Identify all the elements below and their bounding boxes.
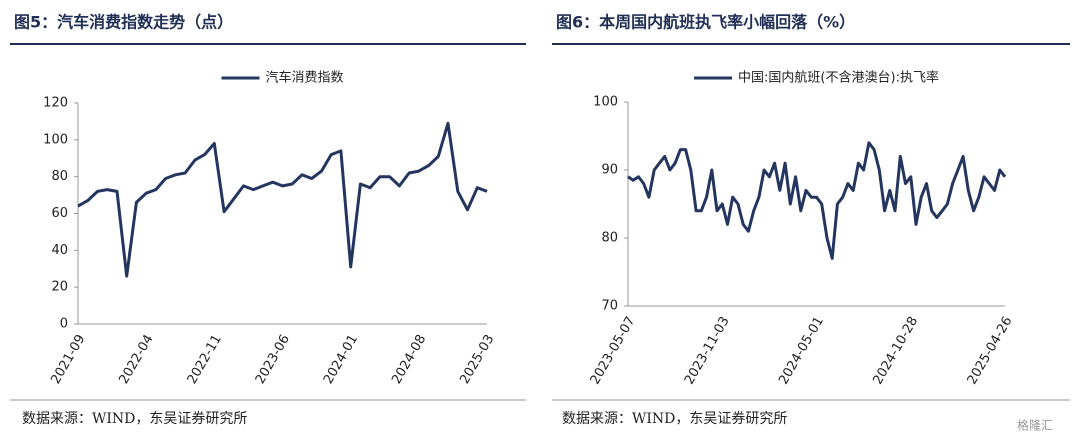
- x-tick-label: 2023-06: [253, 332, 293, 387]
- line: [77, 121, 488, 278]
- x-tick-label: 2025-03: [457, 332, 497, 387]
- source: 数据来源：WIND，东吴证券研究所: [22, 411, 247, 427]
- legend-label: 汽车消费指数: [265, 70, 343, 86]
- x-tick-label: 2024-01: [321, 332, 361, 387]
- y-tick-label: 20: [51, 280, 68, 295]
- x-tick-label: 2024-10-28: [870, 314, 921, 387]
- x-tick-label: 2024-05-01: [776, 314, 827, 387]
- x-tick-label: 2022-04: [117, 332, 157, 387]
- x-tick-label: 2024-08: [389, 332, 429, 387]
- x-tick-label: 2021-09: [48, 332, 88, 387]
- y-tick-label: 120: [43, 96, 68, 111]
- y-tick-label: 60: [51, 206, 68, 221]
- y-tick-label: 90: [601, 163, 618, 178]
- y-tick-label: 0: [60, 317, 68, 332]
- y-tick-label: 100: [43, 132, 68, 147]
- y-tick-label: 40: [51, 243, 68, 258]
- x-tick-label: 2022-11: [185, 332, 225, 387]
- chart-title: 图5：汽车消费指数走势（点）: [14, 13, 233, 32]
- y-tick-label: 80: [601, 231, 618, 246]
- x-tick-label: 2023-05-07: [588, 314, 639, 387]
- source: 数据来源：WIND，东吴证券研究所: [562, 411, 787, 427]
- watermark: 格隆汇: [1017, 418, 1053, 433]
- x-tick-label: 2025-04-26: [965, 314, 1016, 387]
- y-tick-label: 100: [593, 95, 618, 110]
- y-tick-label: 80: [51, 169, 68, 184]
- y-tick-label: 70: [601, 299, 618, 314]
- x-tick-label: 2023-11-03: [682, 314, 733, 387]
- legend-label: 中国:国内航班(不含港澳台):执飞率: [738, 70, 939, 86]
- line: [627, 141, 1007, 260]
- chart-title: 图6：本周国内航班执飞率小幅回落（%）: [556, 13, 855, 32]
